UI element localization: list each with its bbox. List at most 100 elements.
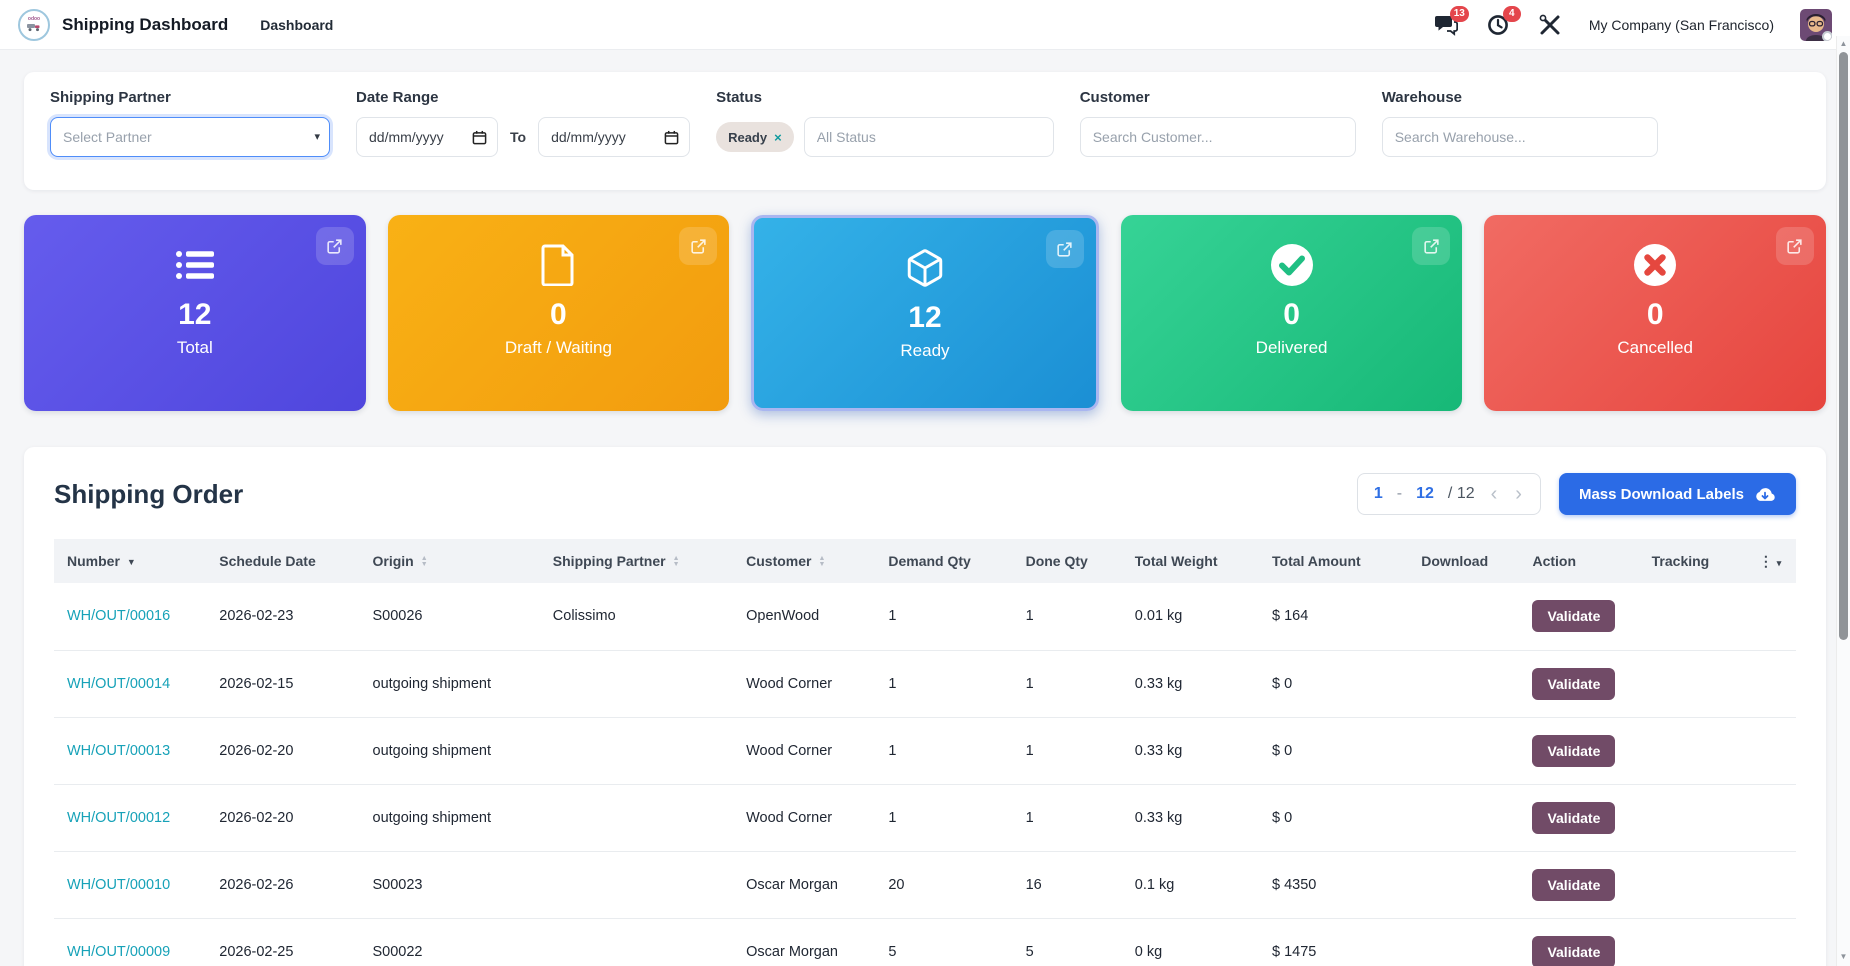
cube-icon	[904, 245, 946, 291]
tracking-cell	[1638, 583, 1746, 651]
menu-dashboard[interactable]: Dashboard	[260, 16, 334, 33]
mass-download-labels-button[interactable]: Mass Download Labels	[1558, 473, 1796, 515]
app-brand[interactable]: odoo Shipping Dashboard	[18, 8, 228, 41]
column-options-icon: ⋮ ▾	[1758, 552, 1782, 569]
mass-download-label: Mass Download Labels	[1578, 485, 1744, 503]
stat-card-ready[interactable]: 12 Ready	[751, 215, 1099, 411]
orders-table: Number ▼ Schedule Date Origin ▲ ▼ Shipping …	[54, 539, 1796, 966]
tracking-cell	[1638, 650, 1746, 718]
company-switcher[interactable]: My Company (San Francisco)	[1588, 16, 1774, 33]
tracking-cell	[1638, 851, 1746, 919]
demand-qty-cell: 1	[875, 650, 1013, 718]
col-schedule-date[interactable]: Schedule Date	[206, 539, 360, 583]
date-from-input[interactable]: dd/mm/yyyy	[356, 117, 498, 157]
prev-page-icon[interactable]: ‹	[1490, 483, 1498, 505]
order-number-link[interactable]: WH/OUT/00014	[67, 675, 171, 692]
stat-card-cancelled[interactable]: 0 Cancelled	[1484, 215, 1826, 411]
done-qty-cell: 16	[1012, 851, 1122, 919]
demand-qty-cell: 1	[875, 717, 1013, 785]
debug-tools-button[interactable]	[1537, 13, 1563, 37]
total-amount-cell: $ 0	[1259, 784, 1409, 852]
demand-qty-cell: 1	[875, 784, 1013, 852]
total-weight-cell: 0.01 kg	[1121, 583, 1260, 651]
date-to-input[interactable]: dd/mm/yyyy	[538, 117, 691, 157]
total-amount-cell: $ 1475	[1259, 918, 1409, 966]
table-row: WH/OUT/00009 2026-02-25 S00022 Oscar Mor…	[54, 918, 1796, 966]
next-page-icon[interactable]: ›	[1515, 483, 1522, 505]
demand-qty-cell: 20	[875, 851, 1013, 919]
open-draft-button[interactable]	[679, 227, 718, 265]
validate-button[interactable]: Validate	[1532, 600, 1616, 633]
open-delivered-button[interactable]	[1412, 227, 1451, 265]
order-number-link[interactable]: WH/OUT/00009	[67, 943, 171, 960]
messages-button[interactable]: 13	[1433, 5, 1469, 37]
scroll-up-icon[interactable]: ▲	[1839, 39, 1848, 48]
open-ready-button[interactable]	[1045, 230, 1084, 268]
sort-icon: ▲ ▼	[818, 555, 826, 569]
col-origin[interactable]: Origin ▲ ▼	[359, 539, 540, 583]
validate-button[interactable]: Validate	[1532, 667, 1616, 700]
status-tag-ready[interactable]: Ready ×	[716, 122, 794, 152]
date-from-value: dd/mm/yyyy	[369, 129, 444, 145]
odoo-logo-icon: odoo	[18, 8, 50, 41]
shipping-partner-label: Shipping Partner	[50, 89, 171, 106]
page-start[interactable]: 1	[1373, 485, 1383, 502]
draft-label: Draft / Waiting	[504, 338, 612, 357]
ready-label: Ready	[900, 341, 950, 360]
customer-cell: OpenWood	[733, 583, 876, 651]
external-link-icon	[1424, 238, 1439, 254]
user-avatar[interactable]	[1800, 8, 1832, 41]
draft-count: 0	[550, 298, 567, 331]
scroll-down-icon[interactable]: ▼	[1839, 952, 1848, 961]
page-scrollbar[interactable]: ▲ ▼	[1836, 36, 1850, 966]
stat-card-total[interactable]: 12 Total	[24, 215, 366, 411]
page-end[interactable]: 12	[1416, 485, 1434, 502]
col-total-amount: Total Amount	[1259, 539, 1409, 583]
warehouse-search-input[interactable]	[1381, 117, 1658, 157]
customer-label: Customer	[1079, 89, 1150, 106]
pagination: 1 - 12 / 12 ‹ ›	[1356, 473, 1541, 515]
shipping-partner-cell: Colissimo	[539, 583, 734, 651]
col-number[interactable]: Number ▼	[54, 539, 207, 583]
origin-cell: outgoing shipment	[359, 784, 540, 852]
open-cancelled-button[interactable]	[1775, 227, 1814, 265]
orders-table-body: WH/OUT/00016 2026-02-23 S00026 Colissimo…	[54, 583, 1796, 966]
order-number-link[interactable]: WH/OUT/00016	[67, 608, 171, 625]
validate-button[interactable]: Validate	[1532, 801, 1616, 834]
tools-icon	[1539, 14, 1560, 34]
stats-row: 12 Total 0 Draft / Waiting	[24, 215, 1826, 411]
shipping-partner-select[interactable]	[50, 117, 330, 157]
download-cell	[1408, 851, 1520, 919]
total-weight-cell: 0.33 kg	[1121, 717, 1260, 785]
table-row: WH/OUT/00014 2026-02-15 outgoing shipmen…	[54, 650, 1796, 718]
clock-icon	[1487, 14, 1508, 35]
stat-card-draft-waiting[interactable]: 0 Draft / Waiting	[387, 215, 730, 411]
col-shipping-partner[interactable]: Shipping Partner ▲ ▼	[539, 539, 734, 583]
open-total-button[interactable]	[315, 227, 354, 265]
list-icon	[174, 242, 216, 288]
done-qty-cell: 1	[1012, 650, 1122, 718]
activities-button[interactable]: 4	[1485, 5, 1521, 37]
shipping-order-section: Shipping Order 1 - 12 / 12 ‹ › Mass Down…	[24, 447, 1826, 966]
order-number-link[interactable]: WH/OUT/00012	[67, 809, 171, 826]
validate-button[interactable]: Validate	[1532, 734, 1616, 767]
scrollbar-thumb[interactable]	[1839, 52, 1848, 640]
activities-count-badge: 4	[1502, 5, 1521, 22]
customer-search-input[interactable]	[1079, 117, 1356, 157]
external-link-icon	[691, 238, 706, 254]
origin-cell: outgoing shipment	[359, 717, 540, 785]
shipping-partner-cell	[539, 717, 734, 785]
col-customer[interactable]: Customer ▲ ▼	[733, 539, 876, 583]
schedule-date-cell: 2026-02-25	[206, 918, 360, 966]
validate-button[interactable]: Validate	[1532, 868, 1616, 901]
order-number-link[interactable]: WH/OUT/00010	[67, 876, 171, 893]
status-search-input[interactable]	[803, 117, 1054, 157]
validate-button[interactable]: Validate	[1532, 935, 1616, 966]
col-options[interactable]: ⋮ ▾	[1745, 539, 1796, 583]
stat-card-delivered[interactable]: 0 Delivered	[1120, 215, 1463, 411]
shipping-partner-cell	[539, 851, 734, 919]
order-number-link[interactable]: WH/OUT/00013	[67, 742, 171, 759]
sort-desc-icon: ▼	[126, 557, 136, 568]
remove-tag-icon[interactable]: ×	[774, 129, 782, 145]
customer-cell: Wood Corner	[733, 650, 876, 718]
